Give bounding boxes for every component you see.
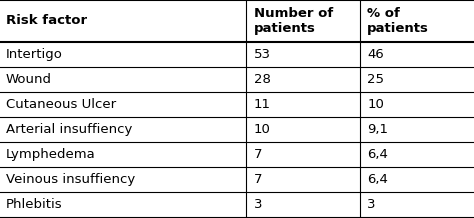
Text: 10: 10 [254,123,271,136]
Text: Wound: Wound [6,73,52,86]
Text: 6,4: 6,4 [367,173,388,186]
Text: 7: 7 [254,173,262,186]
Text: Number of
patients: Number of patients [254,7,333,35]
Text: Veinous insuffiency: Veinous insuffiency [6,173,135,186]
Text: 6,4: 6,4 [367,148,388,161]
Text: 46: 46 [367,48,384,61]
Text: 3: 3 [254,198,262,211]
Text: % of
patients: % of patients [367,7,429,35]
Text: 10: 10 [367,98,384,111]
Text: 3: 3 [367,198,376,211]
Text: 9,1: 9,1 [367,123,388,136]
Text: Cutaneous Ulcer: Cutaneous Ulcer [6,98,116,111]
Text: Lymphedema: Lymphedema [6,148,95,161]
Text: 7: 7 [254,148,262,161]
Text: Arterial insuffiency: Arterial insuffiency [6,123,132,136]
Text: Phlebitis: Phlebitis [6,198,62,211]
Text: Risk factor: Risk factor [6,15,87,27]
Text: Intertigo: Intertigo [6,48,63,61]
Text: 11: 11 [254,98,271,111]
Text: 53: 53 [254,48,271,61]
Text: 25: 25 [367,73,384,86]
Text: 28: 28 [254,73,271,86]
